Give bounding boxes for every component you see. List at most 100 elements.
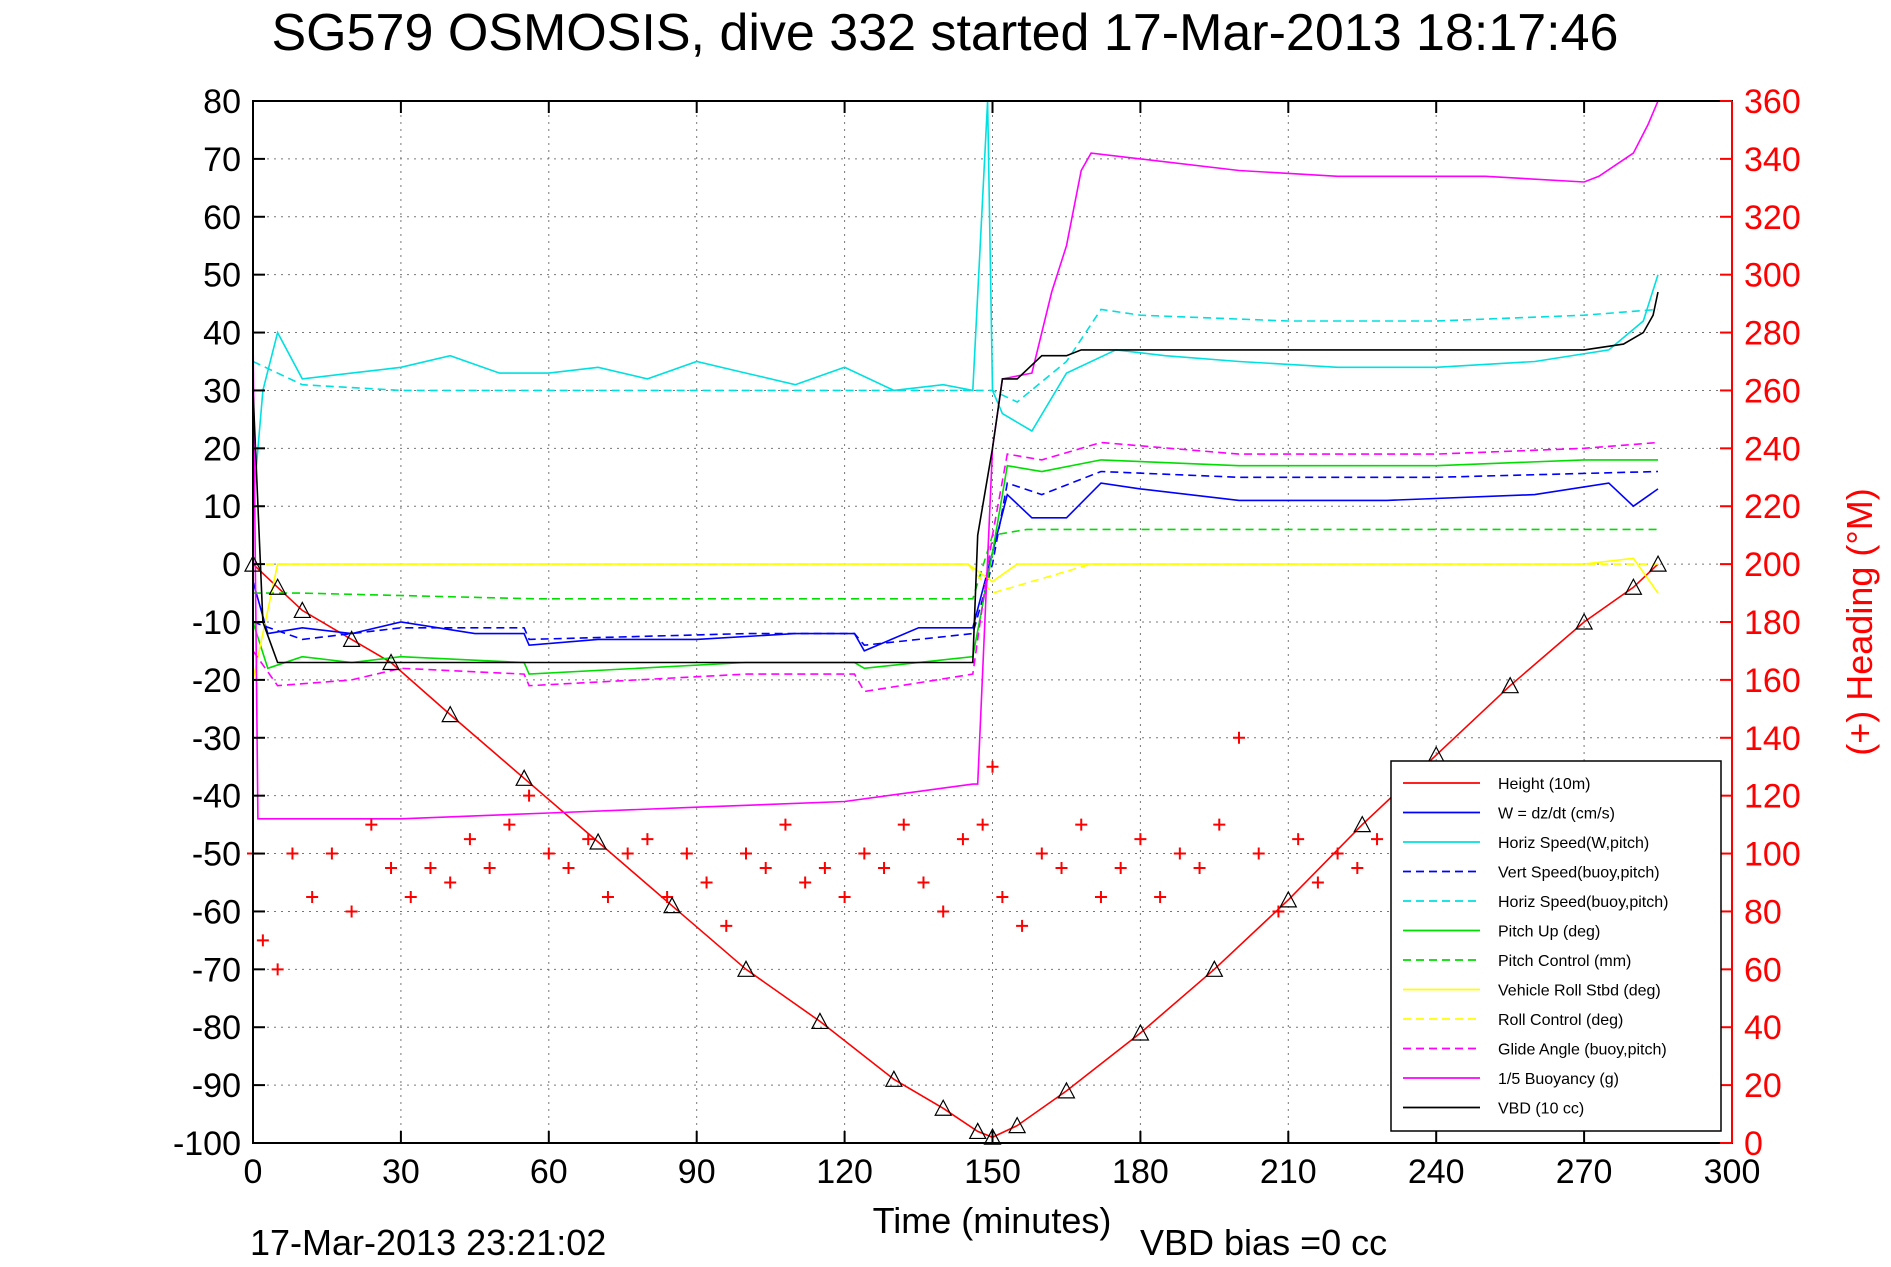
heading-point bbox=[1055, 862, 1068, 875]
series-1-5-buoyancy-g bbox=[252, 100, 1659, 820]
series-line-vbd-10-cc bbox=[252, 291, 1659, 664]
heading-point bbox=[345, 905, 358, 918]
legend-label-pitch-control-mm: Pitch Control (mm) bbox=[1498, 953, 1631, 970]
height-marker bbox=[1353, 815, 1372, 833]
heading-point bbox=[523, 789, 536, 802]
heading-point bbox=[404, 890, 417, 903]
heading-point bbox=[976, 818, 989, 831]
y-tick-label-right: 220 bbox=[1744, 488, 1801, 526]
height-marker bbox=[589, 832, 608, 850]
legend-label-vbd-10-cc: VBD (10 cc) bbox=[1498, 1101, 1584, 1118]
height-marker bbox=[342, 630, 361, 647]
heading-point bbox=[956, 833, 969, 846]
heading-point bbox=[582, 833, 595, 846]
legend-items: Height (10m) W = dz/dt (cm/s) Horiz Speed(… bbox=[1403, 776, 1668, 1118]
series-line-vehicle-roll-stbd-deg bbox=[252, 557, 1659, 681]
y-tick-label-left: -70 bbox=[192, 951, 241, 989]
x-tick-label: 150 bbox=[964, 1153, 1021, 1191]
x-tick-label: 180 bbox=[1112, 1153, 1169, 1191]
series-line-pitch-control-mm bbox=[253, 528, 1658, 600]
y-tick-label-left: -80 bbox=[192, 1009, 241, 1047]
legend-label-horiz-speed-w-pitch: Horiz Speed(W,pitch) bbox=[1498, 835, 1649, 852]
series-glide-angle-buoy-pitch bbox=[252, 441, 1659, 693]
series-line-1-5-buoyancy-g bbox=[252, 100, 1659, 820]
heading-point bbox=[1114, 862, 1127, 875]
heading-point bbox=[740, 847, 752, 860]
y-tick-label-right: 100 bbox=[1744, 836, 1801, 874]
heading-point bbox=[897, 818, 910, 831]
heading-point bbox=[1292, 833, 1305, 846]
series-roll-control-deg bbox=[253, 563, 1658, 595]
y-tick-label-left: 80 bbox=[203, 83, 241, 121]
y-tick-label-right: 80 bbox=[1744, 893, 1782, 931]
y-axis-label-right: (+) Heading (°M) bbox=[1839, 488, 1880, 755]
y-tick-label-left: -60 bbox=[192, 893, 241, 931]
heading-point bbox=[601, 890, 614, 903]
legend-box bbox=[1390, 760, 1722, 1132]
legend-label-1-5-buoyancy-g: 1/5 Buoyancy (g) bbox=[1498, 1071, 1619, 1088]
legend-label-w-dz-dt-cm-s: W = dz/dt (cm/s) bbox=[1498, 806, 1615, 823]
height-marker bbox=[810, 1012, 829, 1030]
heading-point bbox=[641, 833, 654, 846]
y-tick-label-left: -100 bbox=[173, 1125, 241, 1163]
height-marker bbox=[1008, 1116, 1027, 1134]
height-marker bbox=[663, 896, 682, 914]
series-pitch-up-deg bbox=[252, 459, 1658, 675]
heading-point bbox=[1351, 862, 1364, 875]
heading-point bbox=[818, 862, 831, 875]
heading-point bbox=[680, 847, 693, 860]
y-tick-label-left: 20 bbox=[203, 430, 241, 468]
heading-point bbox=[542, 847, 555, 860]
heading-point bbox=[1331, 847, 1344, 860]
y-tick-label-left: 0 bbox=[222, 546, 241, 584]
y-tick-label-right: 40 bbox=[1744, 1009, 1782, 1047]
footer-timestamp: 17-Mar-2013 23:21:02 bbox=[250, 1222, 606, 1262]
legend-label-roll-control-deg: Roll Control (deg) bbox=[1498, 1012, 1623, 1029]
heading-point bbox=[1193, 862, 1206, 875]
height-marker bbox=[934, 1098, 953, 1116]
x-tick-label: 270 bbox=[1556, 1153, 1613, 1191]
heading-point bbox=[306, 890, 319, 903]
y-tick-label-right: 140 bbox=[1744, 720, 1801, 758]
series-line-vert-speed-buoy-pitch bbox=[252, 470, 1659, 647]
heading-point bbox=[799, 876, 812, 889]
heading-point bbox=[1016, 919, 1029, 932]
height-marker bbox=[1131, 1023, 1150, 1041]
y-tick-label-right: 180 bbox=[1744, 604, 1801, 642]
heading-point bbox=[1173, 847, 1186, 860]
y-tick-label-left: -10 bbox=[192, 604, 241, 642]
y-tick-label-left: 70 bbox=[203, 141, 241, 179]
heading-point bbox=[759, 862, 772, 875]
heading-point bbox=[424, 862, 437, 875]
legend-label-height-10m: Height (10m) bbox=[1498, 776, 1590, 793]
heading-point bbox=[1272, 905, 1285, 918]
legend: Height (10m) W = dz/dt (cm/s) Horiz Speed(… bbox=[1390, 760, 1722, 1132]
height-marker bbox=[441, 705, 460, 723]
x-tick-label: 60 bbox=[530, 1153, 568, 1191]
height-marker bbox=[1279, 890, 1298, 908]
legend-label-horiz-speed-buoy-pitch: Horiz Speed(buoy,pitch) bbox=[1498, 894, 1668, 911]
heading-point bbox=[483, 862, 496, 875]
heading-point bbox=[917, 876, 930, 889]
series-w-dz-dt-cm-s bbox=[252, 482, 1659, 652]
heading-point bbox=[325, 847, 338, 860]
y-tick-label-right: 200 bbox=[1744, 546, 1801, 584]
y-tick-label-left: 40 bbox=[203, 315, 241, 353]
ticks-layer: 0 30 60 90 120 150 180 210 240 270 300807060504030… bbox=[173, 83, 1801, 1191]
series-vehicle-roll-stbd-deg bbox=[252, 557, 1659, 681]
y-tick-label-right: 120 bbox=[1744, 778, 1801, 816]
series-line-pitch-up-deg bbox=[252, 459, 1658, 675]
legend-label-vehicle-roll-stbd-deg: Vehicle Roll Stbd (deg) bbox=[1498, 983, 1661, 1000]
heading-point bbox=[986, 760, 999, 773]
heading-point bbox=[1252, 847, 1265, 860]
heading-point bbox=[838, 890, 851, 903]
heading-point bbox=[256, 934, 269, 947]
legend-label-pitch-up-deg: Pitch Up (deg) bbox=[1498, 924, 1600, 941]
x-tick-label: 0 bbox=[244, 1153, 263, 1191]
heading-point bbox=[700, 876, 713, 889]
y-tick-label-right: 360 bbox=[1744, 83, 1801, 121]
x-axis-label: Time (minutes) bbox=[873, 1200, 1112, 1241]
height-marker bbox=[1057, 1081, 1076, 1099]
height-marker bbox=[1501, 676, 1520, 694]
y-tick-label-right: 260 bbox=[1744, 372, 1801, 410]
